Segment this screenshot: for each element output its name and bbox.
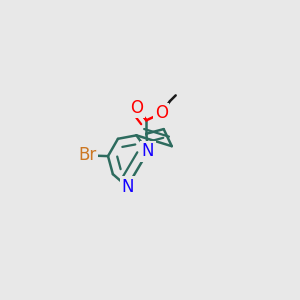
Text: O: O — [154, 104, 168, 122]
Text: N: N — [121, 178, 134, 196]
Text: Br: Br — [78, 146, 97, 164]
Text: N: N — [142, 142, 154, 160]
Text: O: O — [130, 99, 144, 117]
